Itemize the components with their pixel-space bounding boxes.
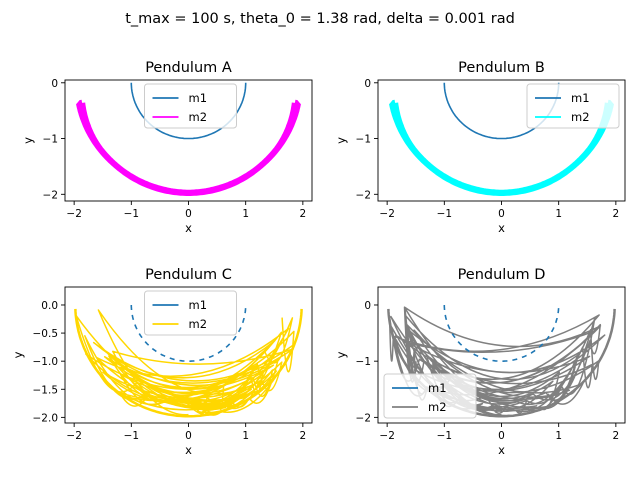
series-m2-line: [387, 308, 616, 418]
x-tick-label: 1: [555, 430, 562, 442]
x-axis-label: x: [185, 221, 192, 235]
x-axis-label: x: [498, 443, 505, 457]
x-tick-label: −2: [379, 208, 394, 220]
y-axis-label: y: [334, 351, 348, 358]
y-tick-label: −1: [356, 134, 371, 146]
y-tick-label: 0.0: [41, 300, 58, 312]
series-m1-line: [443, 305, 560, 362]
y-tick-label: −0.5: [33, 328, 59, 340]
y-tick-label: −1.0: [33, 356, 59, 368]
y-tick-label: 0: [364, 300, 371, 312]
subplot-title: Pendulum D: [458, 267, 546, 283]
x-tick-label: 0: [185, 208, 192, 220]
x-tick-label: 0: [498, 430, 505, 442]
series-m2-line: [74, 308, 303, 418]
legend-label-m1: m1: [571, 91, 590, 105]
x-tick-label: −1: [124, 208, 139, 220]
x-tick-label: 2: [300, 430, 307, 442]
legend-label-m1: m1: [189, 91, 208, 105]
plot-area: [76, 82, 301, 196]
subplot-c: Pendulum C −2 −1 0 1 2 −2.0 −1.5 −1.0 −0.5 0.0 x y m1…: [11, 267, 313, 457]
x-tick-label: 0: [185, 430, 192, 442]
legend-label-m1: m1: [428, 381, 447, 395]
y-tick-label: −2.0: [33, 412, 59, 424]
x-tick-label: −1: [437, 208, 452, 220]
series-m2-line: [393, 102, 502, 196]
x-tick-label: −2: [66, 430, 81, 442]
x-tick-label: 0: [498, 208, 505, 220]
y-tick-label: −1: [356, 356, 371, 368]
legend-label-m1: m1: [189, 298, 208, 312]
figure-suptitle: t_max = 100 s, theta_0 = 1.38 rad, delta…: [125, 11, 515, 27]
y-axis-label: y: [334, 137, 348, 144]
x-tick-label: −1: [437, 430, 452, 442]
legend-label-m2: m2: [189, 317, 208, 331]
y-tick-label: −2: [356, 189, 371, 201]
subplot-title: Pendulum C: [145, 267, 232, 283]
legend-label-m2: m2: [428, 400, 447, 414]
x-tick-label: 1: [242, 208, 249, 220]
x-tick-label: 2: [613, 430, 620, 442]
series-m2-line: [75, 309, 296, 416]
y-tick-label: 0: [364, 78, 371, 90]
legend-label-m2: m2: [189, 110, 208, 124]
y-tick-label: −2: [356, 412, 371, 424]
plot-area: [74, 305, 303, 418]
series-m1-line: [130, 82, 247, 140]
legend-label-m2: m2: [571, 110, 590, 124]
x-tick-label: 2: [300, 208, 307, 220]
y-tick-label: −1: [43, 134, 58, 146]
subplot-title: Pendulum B: [458, 60, 545, 76]
x-tick-label: −2: [66, 208, 81, 220]
plot-area: [389, 82, 614, 196]
series-m2-line: [388, 306, 606, 417]
x-tick-label: −2: [379, 430, 394, 442]
subplot-title: Pendulum A: [145, 60, 232, 76]
x-tick-label: −1: [124, 430, 139, 442]
y-tick-label: −1.5: [33, 384, 59, 396]
y-tick-label: −2: [43, 189, 58, 201]
x-tick-label: 1: [555, 208, 562, 220]
y-axis-label: y: [21, 137, 35, 144]
y-tick-label: 0: [51, 78, 58, 90]
y-axis-label: y: [11, 351, 25, 358]
series-m2-line: [188, 102, 297, 196]
series-m2-line: [80, 102, 189, 196]
plot-area: [387, 305, 616, 418]
x-tick-label: 2: [613, 208, 620, 220]
x-axis-label: x: [185, 443, 192, 457]
x-tick-label: 1: [242, 430, 249, 442]
x-axis-label: x: [498, 221, 505, 235]
